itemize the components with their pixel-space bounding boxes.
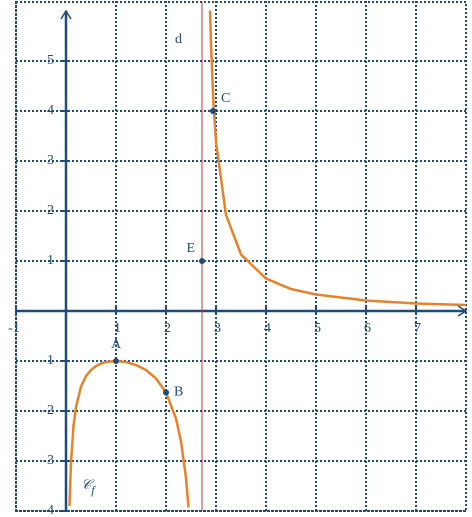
y-tick-label: 5 <box>47 53 54 68</box>
curves <box>68 1 467 511</box>
y-tick-label: 2 <box>47 203 54 218</box>
asymptote-label: d <box>175 32 182 47</box>
frame <box>15 1 467 512</box>
x-tick-label: 3 <box>214 321 221 336</box>
axis-arrow <box>457 305 468 317</box>
point <box>163 389 169 396</box>
curve <box>208 10 467 307</box>
point-label: A <box>111 337 122 352</box>
y-tick-label: -2 <box>42 403 54 418</box>
point <box>199 258 205 264</box>
point <box>113 358 119 364</box>
axes <box>15 9 468 512</box>
point-label: E <box>186 241 195 256</box>
y-tick-label: -1 <box>42 353 54 368</box>
y-tick-label: 1 <box>47 253 54 268</box>
point-label: C <box>221 91 230 106</box>
point <box>210 108 216 114</box>
curve <box>68 359 190 508</box>
axis-arrow <box>60 9 72 20</box>
point-label: B <box>174 385 183 400</box>
y-tick-label: 4 <box>47 103 54 118</box>
x-tick-label: 1 <box>114 321 121 336</box>
x-tick-label: 6 <box>364 321 371 336</box>
curve-label-sub: f <box>91 483 96 497</box>
grid <box>15 1 466 512</box>
x-tick-label: -1 <box>8 321 20 336</box>
x-tick-label: 7 <box>414 321 421 336</box>
curve-label: 𝒞f <box>81 478 96 497</box>
y-tick-label: -3 <box>42 453 54 468</box>
x-tick-label: 2 <box>164 321 171 336</box>
x-tick-label: 5 <box>314 321 321 336</box>
labels: -1 1 2 3 4 5 6 7 -4 -3 -2 -1 1 2 3 4 5 d A B C E 𝒞f <box>8 32 421 517</box>
x-tick-label: 4 <box>264 321 271 336</box>
y-tick-label: -4 <box>42 503 54 517</box>
y-tick-label: 3 <box>47 153 54 168</box>
